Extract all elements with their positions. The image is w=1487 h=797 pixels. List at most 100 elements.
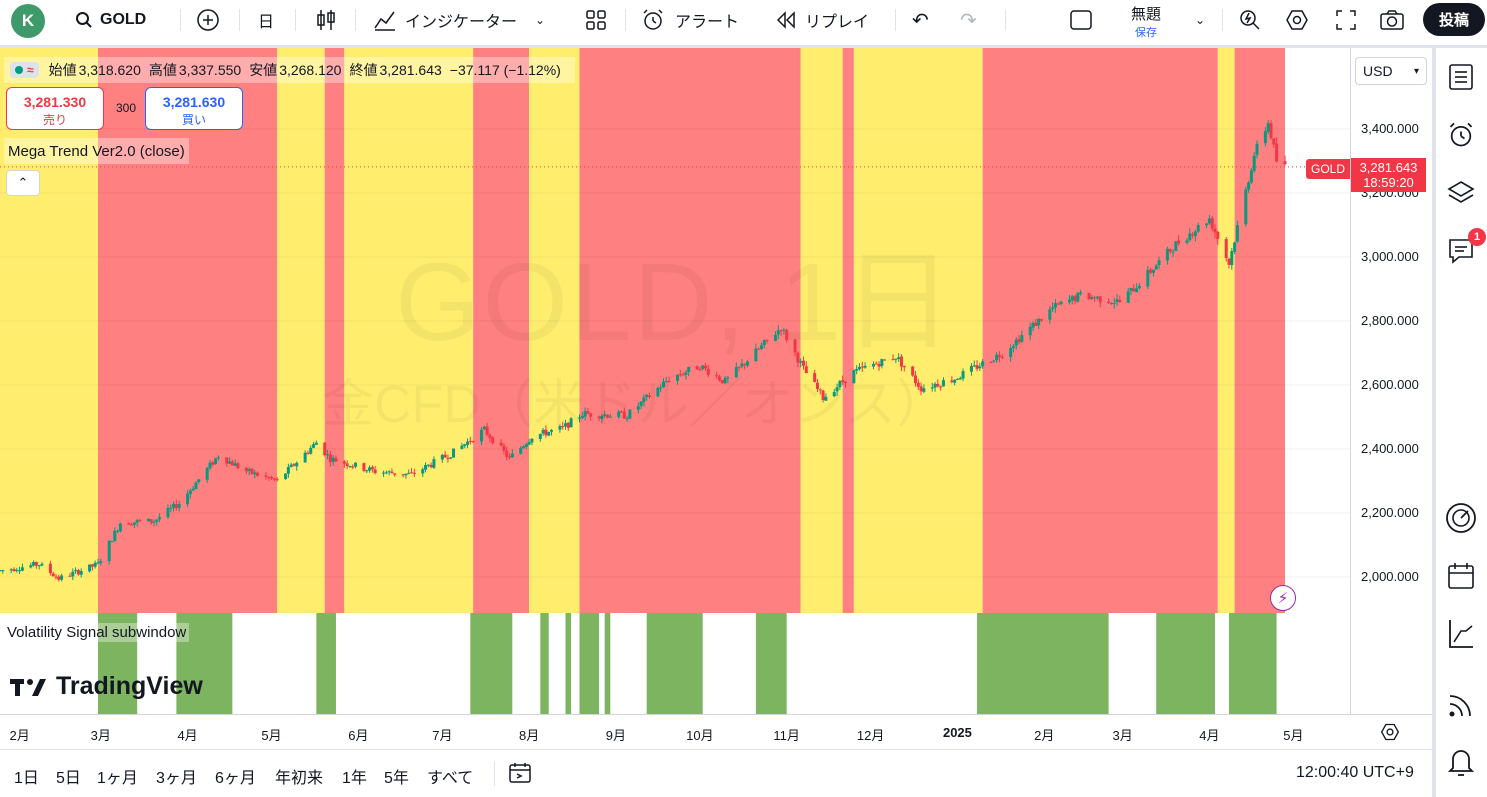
candle-up xyxy=(661,381,665,388)
pine-editor-button[interactable] xyxy=(1444,617,1478,651)
broadcast-button[interactable] xyxy=(1444,688,1478,722)
candle-up xyxy=(995,354,999,361)
subwindow-label[interactable]: Volatility Signal subwindow xyxy=(4,623,190,642)
candle-down xyxy=(1087,292,1091,300)
candle-up xyxy=(286,466,290,474)
candle-up xyxy=(135,520,139,523)
candle-up xyxy=(871,364,875,367)
market-status-pill[interactable]: ≈ xyxy=(10,62,39,78)
candle-up xyxy=(432,459,436,468)
layout-name-button[interactable]: 無題 保存 xyxy=(1120,3,1172,40)
candle-up xyxy=(1263,131,1267,144)
period-5y[interactable]: 5年 xyxy=(384,770,409,787)
indicators-button[interactable]: インジケーター ⌄ xyxy=(373,0,545,40)
time-axis-month-label: 2月 xyxy=(9,728,30,743)
candle-down xyxy=(334,458,338,462)
candle-up xyxy=(723,378,727,384)
alerts-panel-button[interactable] xyxy=(1444,118,1478,152)
bull-zone xyxy=(579,48,801,613)
collapse-legend-button[interactable]: ⌃ xyxy=(6,170,40,196)
replay-button[interactable]: リプレイ xyxy=(775,0,869,40)
publish-button[interactable]: 投稿 xyxy=(1423,3,1485,36)
chart-type-button[interactable] xyxy=(315,0,337,40)
volatility-signal-bar xyxy=(1229,613,1277,714)
main-chart-pane[interactable] xyxy=(0,48,1350,613)
candle-down xyxy=(250,468,254,474)
period-ytd[interactable]: 年初来 xyxy=(275,770,324,787)
volatility-subwindow[interactable] xyxy=(0,613,1350,714)
currency-select[interactable]: USD ▾ xyxy=(1355,57,1427,85)
candle-down xyxy=(975,365,979,369)
utc-clock[interactable]: 12:00:40 UTC+9 xyxy=(1296,764,1414,781)
candle-up xyxy=(852,370,856,384)
price-axis[interactable]: 3,400.000 3,200.000 3,000.000 2,800.000 2,60… xyxy=(1350,48,1432,714)
candle-down xyxy=(1283,161,1287,165)
candle-up xyxy=(404,473,408,476)
lightning-event-icon[interactable]: ⚡︎ xyxy=(1270,585,1296,611)
period-3m[interactable]: 3ヶ月 xyxy=(156,770,197,787)
watchlist-button[interactable] xyxy=(1444,60,1478,94)
candle-up xyxy=(1109,303,1113,305)
candle-up xyxy=(463,444,467,446)
alert-button[interactable]: アラート xyxy=(641,0,739,40)
goto-date-button[interactable] xyxy=(508,761,532,790)
candle-down xyxy=(446,457,450,459)
notifications-button[interactable] xyxy=(1444,745,1478,779)
user-avatar[interactable]: K xyxy=(11,4,45,38)
time-axis[interactable]: 2月 3月 4月 5月 6月 7月 8月 9月 10月 11月 12月 2025 2月 3月 4月 5月 xyxy=(0,714,1432,749)
candle-up xyxy=(1115,299,1119,303)
fullscreen-icon xyxy=(1336,10,1356,30)
candle-down xyxy=(891,359,895,361)
technicals-button[interactable] xyxy=(1444,501,1478,535)
axis-settings-button[interactable] xyxy=(1380,722,1400,747)
neutral-zone xyxy=(529,48,580,613)
candle-up xyxy=(449,457,453,459)
undo-button[interactable]: ↶ xyxy=(912,0,929,40)
layout-toggle-button[interactable] xyxy=(1069,0,1093,40)
alarm-clock-icon xyxy=(643,9,663,30)
candle-up xyxy=(1266,123,1270,132)
period-5d[interactable]: 5日 xyxy=(56,770,81,787)
divider xyxy=(494,762,495,786)
candle-up xyxy=(981,361,985,367)
sell-button[interactable]: 3,281.330 売り xyxy=(6,87,104,130)
period-1m[interactable]: 1ヶ月 xyxy=(97,770,138,787)
interval-button[interactable]: 日 xyxy=(258,0,274,40)
candle-down xyxy=(1056,303,1060,305)
trend-zones xyxy=(0,48,1285,613)
quick-search-button[interactable] xyxy=(1238,0,1262,40)
period-1d[interactable]: 1日 xyxy=(14,770,39,787)
redo-button[interactable]: ↷ xyxy=(960,0,977,40)
time-axis-month-label: 2025 xyxy=(942,725,972,740)
redo-icon: ↷ xyxy=(960,9,977,32)
candle-up xyxy=(172,503,176,508)
candle-down xyxy=(950,380,954,382)
snapshot-button[interactable] xyxy=(1379,0,1405,40)
layouts-button[interactable] xyxy=(585,0,607,40)
candle-down xyxy=(695,366,699,370)
divider xyxy=(895,9,896,31)
indicator-legend[interactable]: Mega Trend Ver2.0 (close) xyxy=(4,138,189,164)
calendar-button[interactable] xyxy=(1444,559,1478,593)
period-6m[interactable]: 6ヶ月 xyxy=(215,770,256,787)
candle-up xyxy=(1196,224,1200,232)
fullscreen-button[interactable] xyxy=(1335,0,1357,40)
buy-button[interactable]: 3,281.630 買い xyxy=(145,87,243,130)
period-1y[interactable]: 1年 xyxy=(342,770,367,787)
candle-down xyxy=(272,478,276,480)
layout-menu-button[interactable]: ⌄ xyxy=(1195,0,1205,40)
symbol-search[interactable]: GOLD xyxy=(75,0,146,40)
period-all[interactable]: すべて xyxy=(427,770,474,787)
time-axis-month-label: 7月 xyxy=(432,728,453,743)
settings-button[interactable] xyxy=(1285,0,1309,40)
square-icon xyxy=(1070,10,1092,30)
compare-symbol-button[interactable] xyxy=(196,0,220,40)
time-axis-month-label: 2月 xyxy=(1034,728,1055,743)
tradingview-logo[interactable]: TradingView xyxy=(10,672,203,701)
candle-up xyxy=(955,378,959,380)
top-toolbar: K GOLD 日 インジケーター ⌄ アラート リプレイ ↶ ↷ 無題 保存 ⌄ xyxy=(0,0,1487,40)
price-chart[interactable] xyxy=(0,48,1350,613)
candle-up xyxy=(664,381,668,383)
object-tree-button[interactable] xyxy=(1444,176,1478,210)
volatility-signal-bar xyxy=(540,613,549,714)
